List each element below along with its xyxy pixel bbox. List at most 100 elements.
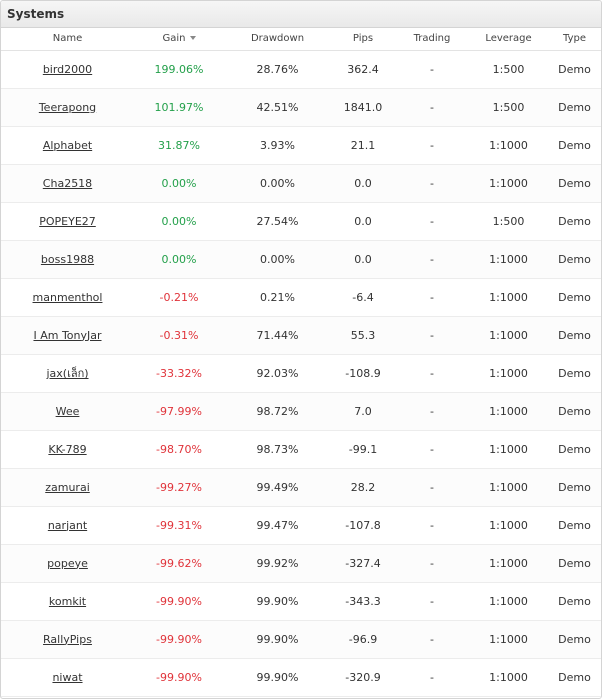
type-cell: Demo (558, 594, 591, 608)
gain-column-cell: 199.06% (134, 50, 224, 88)
pips-cell: -6.4 (352, 290, 374, 304)
gain-cell: -99.31% (156, 518, 202, 532)
system-name-link[interactable]: RallyPips (43, 632, 92, 646)
name-column-cell: RallyPips (1, 620, 134, 658)
type-cell: Demo (558, 100, 591, 114)
trading-cell: - (430, 214, 434, 228)
trading-cell: - (430, 366, 434, 380)
drawdown-cell: 3.93% (260, 138, 295, 152)
table-row: niwat -99.90% 99.90% -320.9 - 1:1000 Demo (1, 658, 601, 696)
name-column-cell: niwat (1, 658, 134, 696)
system-name-link[interactable]: boss1988 (40, 252, 95, 266)
trading-column-cell: - (395, 354, 469, 392)
pips-column-cell: 362.4 (331, 50, 395, 88)
column-header-gain[interactable]: Gain (134, 28, 224, 51)
trading-column-cell: - (395, 468, 469, 506)
pips-column-cell: -107.8 (331, 506, 395, 544)
type-column-cell: Demo (548, 316, 601, 354)
trading-column-cell: - (395, 582, 469, 620)
type-column-cell: Demo (548, 506, 601, 544)
system-name-link[interactable]: narjant (47, 518, 88, 532)
name-column-cell: narjant (1, 506, 134, 544)
trading-column-cell: - (395, 164, 469, 202)
gain-cell: -0.31% (159, 328, 199, 342)
system-name-link[interactable]: manmenthol (32, 290, 103, 304)
drawdown-column-cell: 98.72% (224, 392, 331, 430)
column-header-leverage[interactable]: Leverage (469, 28, 548, 51)
name-column-cell: popeye (1, 544, 134, 582)
system-name-link[interactable]: I Am TonyJar (33, 328, 102, 342)
gain-column-cell: -99.90% (134, 658, 224, 696)
drawdown-cell: 0.21% (260, 290, 295, 304)
table-row: Alphabet 31.87% 3.93% 21.1 - 1:1000 Demo (1, 126, 601, 164)
column-header-pips[interactable]: Pips (331, 28, 395, 51)
system-name-link[interactable]: Cha2518 (42, 176, 93, 190)
system-name-link[interactable]: komkit (48, 594, 87, 608)
table-row: jax(เล็ก) -33.32% 92.03% -108.9 - 1:1000 Demo (1, 354, 601, 392)
system-name-link[interactable]: Teerapong (38, 100, 97, 114)
gain-cell: -99.62% (156, 556, 202, 570)
gain-column-cell: -99.31% (134, 506, 224, 544)
system-name-link[interactable]: zamurai (45, 480, 90, 494)
gain-column-cell: -0.31% (134, 316, 224, 354)
pips-cell: 362.4 (347, 62, 379, 76)
gain-cell: -0.21% (159, 290, 199, 304)
pips-cell: 21.1 (350, 138, 376, 152)
gain-column-cell: -99.62% (134, 544, 224, 582)
trading-column-cell: - (395, 316, 469, 354)
column-header-drawdown[interactable]: Drawdown (224, 28, 331, 51)
trading-cell: - (430, 594, 434, 608)
type-column-cell: Demo (548, 468, 601, 506)
pips-column-cell: -320.9 (331, 658, 395, 696)
leverage-column-cell: 1:1000 (469, 468, 548, 506)
system-name-link[interactable]: POPEYE27 (39, 214, 96, 228)
pips-cell: -108.9 (345, 366, 381, 380)
type-column-cell: Demo (548, 50, 601, 88)
name-column-cell: boss1988 (1, 240, 134, 278)
column-header-name[interactable]: Name (1, 28, 134, 51)
drawdown-cell: 27.54% (256, 214, 299, 228)
drawdown-cell: 98.72% (256, 404, 299, 418)
leverage-cell: 1:1000 (489, 480, 528, 494)
type-column-cell: Demo (548, 430, 601, 468)
system-name-link[interactable]: bird2000 (42, 62, 93, 76)
trading-cell: - (430, 518, 434, 532)
type-column-cell: Demo (548, 392, 601, 430)
system-name-link[interactable]: popeye (47, 556, 88, 570)
pips-column-cell: -96.9 (331, 620, 395, 658)
leverage-column-cell: 1:1000 (469, 658, 548, 696)
leverage-column-cell: 1:1000 (469, 354, 548, 392)
system-name-link[interactable]: Wee (55, 404, 80, 418)
leverage-cell: 1:1000 (489, 518, 528, 532)
leverage-cell: 1:1000 (489, 138, 528, 152)
column-header-type[interactable]: Type (548, 28, 601, 51)
drawdown-column-cell: 98.73% (224, 430, 331, 468)
system-name-link[interactable]: KK-789 (48, 442, 87, 456)
drawdown-cell: 99.92% (256, 556, 299, 570)
leverage-column-cell: 1:1000 (469, 430, 548, 468)
column-header-trading[interactable]: Trading (395, 28, 469, 51)
leverage-column-cell: 1:500 (469, 88, 548, 126)
drawdown-column-cell: 92.03% (224, 354, 331, 392)
name-column-cell: Wee (1, 392, 134, 430)
leverage-cell: 1:1000 (489, 670, 528, 684)
type-cell: Demo (558, 480, 591, 494)
sort-desc-icon (189, 36, 196, 41)
gain-cell: 0.00% (161, 176, 197, 190)
type-cell: Demo (558, 442, 591, 456)
trading-column-cell: - (395, 50, 469, 88)
name-column-cell: bird2000 (1, 50, 134, 88)
system-name-link[interactable]: niwat (52, 670, 83, 684)
trading-column-cell: - (395, 278, 469, 316)
gain-cell: -99.90% (156, 594, 202, 608)
pips-column-cell: 55.3 (331, 316, 395, 354)
system-name-link[interactable]: jax(เล็ก) (46, 367, 89, 380)
type-cell: Demo (558, 518, 591, 532)
system-name-link[interactable]: Alphabet (42, 138, 93, 152)
drawdown-cell: 99.90% (256, 632, 299, 646)
trading-column-cell: - (395, 126, 469, 164)
pips-column-cell: -99.1 (331, 430, 395, 468)
leverage-cell: 1:1000 (489, 328, 528, 342)
type-column-cell: Demo (548, 582, 601, 620)
leverage-column-cell: 1:1000 (469, 126, 548, 164)
